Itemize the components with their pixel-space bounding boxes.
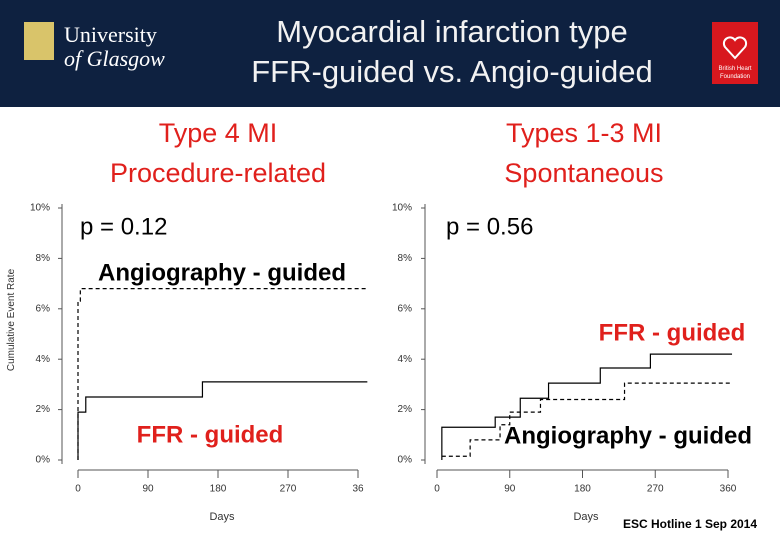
y-tick-label: 2% xyxy=(36,404,51,415)
bhf-logo xyxy=(712,22,758,84)
x-tick-label: 180 xyxy=(210,484,227,495)
y-axis-label: Cumulative Event Rate xyxy=(6,268,17,371)
x-tick-label: 270 xyxy=(280,484,297,495)
y-tick-label: 6% xyxy=(398,303,413,314)
logo-right: Foundation xyxy=(720,74,750,80)
y-tick-label: 8% xyxy=(398,253,413,264)
y-tick-label: 4% xyxy=(398,354,413,365)
x-tick-label: 360 xyxy=(720,484,737,495)
series-label: FFR - guided xyxy=(137,421,284,448)
km-curve xyxy=(441,353,733,460)
x-tick-label: 36 xyxy=(352,484,364,495)
p-value: p = 0.12 xyxy=(80,213,167,240)
x-tick-label: 0 xyxy=(434,484,440,495)
y-tick-label: 8% xyxy=(36,253,51,264)
km-curve xyxy=(77,288,368,460)
x-axis-label: Days xyxy=(209,511,235,523)
series-label: Angiography - guided xyxy=(98,259,346,286)
series-label: FFR - guided xyxy=(599,319,746,346)
chart-title: Types 1-3 MI xyxy=(506,118,662,148)
logo-left: of Glasgow xyxy=(64,46,165,71)
x-axis-label: Days xyxy=(573,511,599,523)
logo-right: British Heart xyxy=(718,66,751,72)
chart-title: Spontaneous xyxy=(504,158,663,188)
km-curve xyxy=(77,381,368,460)
crest xyxy=(24,22,54,60)
chart-title: Type 4 MI xyxy=(159,118,278,148)
y-tick-label: 0% xyxy=(36,455,51,466)
header-subtitle: FFR-guided vs. Angio-guided xyxy=(251,54,653,89)
x-tick-label: 270 xyxy=(647,484,664,495)
y-tick-label: 10% xyxy=(30,203,50,214)
y-tick-label: 6% xyxy=(36,303,51,314)
y-tick-label: 10% xyxy=(392,203,412,214)
bhf-heart xyxy=(722,36,748,60)
series-label: Angiography - guided xyxy=(504,422,752,449)
y-tick-label: 0% xyxy=(398,455,413,466)
x-tick-label: 180 xyxy=(574,484,591,495)
y-tick-label: 2% xyxy=(398,404,413,415)
header-band xyxy=(0,0,780,107)
logo-left: University xyxy=(64,22,157,47)
km-curve xyxy=(441,382,733,457)
x-tick-label: 90 xyxy=(142,484,154,495)
chart-title: Procedure-related xyxy=(110,158,326,188)
p-value: p = 0.56 xyxy=(446,213,533,240)
footer: ESC Hotline 1 Sep 2014 xyxy=(623,517,757,531)
x-tick-label: 0 xyxy=(75,484,81,495)
x-tick-label: 90 xyxy=(504,484,516,495)
y-tick-label: 4% xyxy=(36,354,51,365)
header-title: Myocardial infarction type xyxy=(276,14,628,49)
